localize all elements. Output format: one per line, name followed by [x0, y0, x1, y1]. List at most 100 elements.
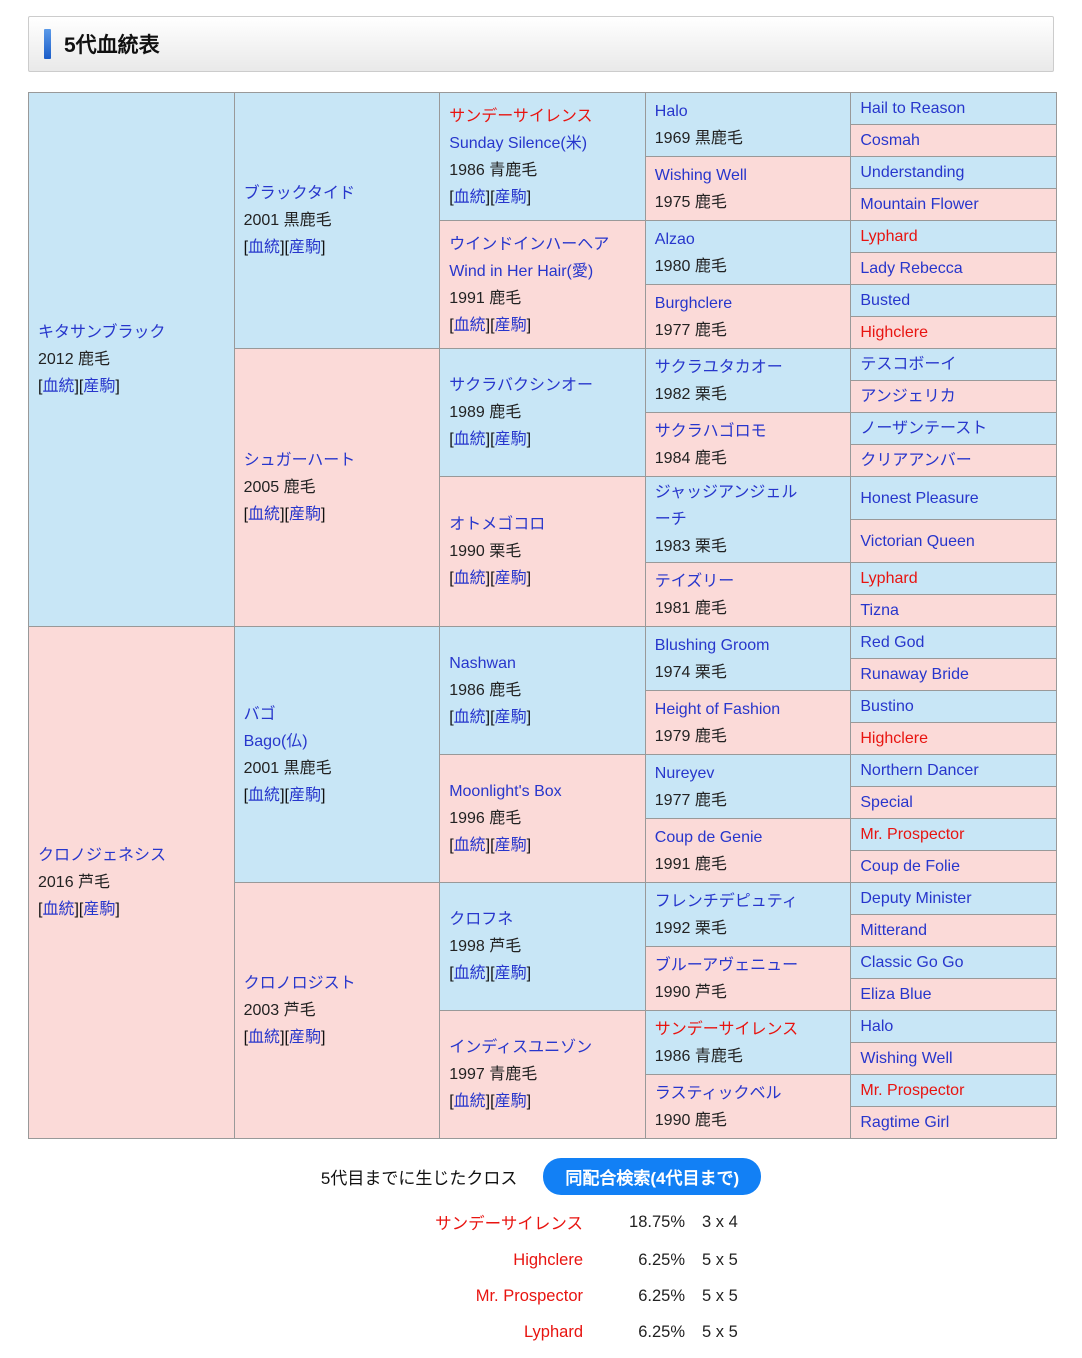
- horse-name-link[interactable]: Northern Dancer: [860, 762, 979, 779]
- offspring-link[interactable]: 産駒: [494, 1093, 527, 1110]
- horse-name-link[interactable]: Special: [860, 794, 913, 811]
- offspring-link[interactable]: 産駒: [494, 837, 527, 854]
- pedigree-link[interactable]: 血統: [453, 188, 486, 206]
- horse-name-link[interactable]: サクラバクシンオー: [449, 377, 594, 394]
- horse-name-link[interactable]: Eliza Blue: [860, 986, 932, 1003]
- offspring-link[interactable]: 産駒: [494, 570, 527, 587]
- horse-name-link[interactable]: クロノロジスト: [243, 975, 356, 992]
- offspring-link[interactable]: 産駒: [83, 901, 116, 918]
- horse-name-link[interactable]: Lady Rebecca: [860, 260, 963, 277]
- offspring-link[interactable]: 産駒: [494, 316, 527, 334]
- same-mating-search-button[interactable]: 同配合検索(4代目まで): [543, 1158, 762, 1195]
- horse-name-link[interactable]: ウインドインハーヘア: [449, 235, 610, 253]
- horse-name-link[interactable]: シュガーハート: [243, 452, 356, 469]
- horse-name-link[interactable]: バゴ: [243, 705, 276, 723]
- horse-name-link[interactable]: Cosmah: [860, 132, 920, 149]
- horse-name-link[interactable]: サクラハゴロモ: [654, 422, 767, 440]
- horse-name-link[interactable]: クロノジェネシス: [38, 847, 167, 864]
- horse-name-link[interactable]: インディスユニゾン: [449, 1039, 593, 1056]
- horse-name-link[interactable]: ブラックタイド: [243, 185, 355, 202]
- horse-name-link[interactable]: Lyphard: [860, 228, 918, 245]
- horse-name-link[interactable]: Mitterand: [860, 922, 928, 939]
- pedigree-link[interactable]: 血統: [453, 1093, 486, 1110]
- pedigree-link[interactable]: 血統: [248, 1029, 281, 1046]
- horse-name-link[interactable]: ブルーアヴェニュー: [654, 956, 799, 974]
- offspring-link[interactable]: 産駒: [288, 239, 321, 256]
- horse-name-link[interactable]: Nureyev: [654, 764, 715, 782]
- horse-name-link[interactable]: クリアアンバー: [860, 452, 972, 469]
- pedigree-cell: Honest Pleasure: [850, 476, 1057, 520]
- pedigree-link[interactable]: 血統: [42, 378, 75, 395]
- horse-name-en-link[interactable]: Wind in Her Hair(愛): [449, 262, 594, 280]
- offspring-link[interactable]: 産駒: [83, 378, 116, 395]
- horse-name-link[interactable]: Deputy Minister: [860, 890, 972, 907]
- horse-name-link[interactable]: フレンチデピュティ: [654, 892, 798, 910]
- horse-name-link[interactable]: Highclere: [860, 730, 928, 747]
- horse-name-en-link[interactable]: Sunday Silence(米): [449, 134, 588, 152]
- horse-name-link[interactable]: Height of Fashion: [654, 700, 781, 718]
- horse-name-link[interactable]: Understanding: [860, 164, 965, 181]
- pedigree-link[interactable]: 血統: [248, 786, 281, 804]
- pedigree-link[interactable]: 血統: [453, 709, 486, 726]
- horse-name-link[interactable]: ジャッジアンジェルーチ: [654, 484, 798, 528]
- horse-name-link[interactable]: サンデーサイレンス: [654, 1020, 799, 1038]
- horse-name-link[interactable]: Highclere: [860, 324, 928, 341]
- horse-name-link[interactable]: キタサンブラック: [38, 324, 166, 341]
- horse-year-coat: 1982 栗毛: [654, 385, 727, 403]
- offspring-link[interactable]: 産駒: [494, 965, 527, 982]
- horse-name-link[interactable]: Hail to Reason: [860, 100, 966, 117]
- pedigree-cell: Victorian Queen: [850, 519, 1057, 563]
- pedigree-cell: シュガーハート 2005 鹿毛 [血統][産駒]: [233, 348, 441, 627]
- horse-name-link[interactable]: Alzao: [654, 230, 695, 248]
- horse-name-link[interactable]: ラスティックベル: [654, 1084, 782, 1102]
- offspring-link[interactable]: 産駒: [288, 786, 321, 804]
- pedigree-link[interactable]: 血統: [453, 965, 486, 982]
- horse-name-link[interactable]: Wishing Well: [860, 1050, 953, 1067]
- horse-name-link[interactable]: Coup de Genie: [654, 828, 763, 846]
- pedigree-cell: Alzao 1980 鹿毛: [644, 220, 852, 285]
- bracket: [: [78, 378, 84, 395]
- horse-name-link[interactable]: テスコボーイ: [860, 356, 957, 373]
- horse-name-link[interactable]: Honest Pleasure: [860, 489, 979, 507]
- offspring-link[interactable]: 産駒: [494, 709, 527, 726]
- pedigree-link[interactable]: 血統: [453, 570, 486, 587]
- horse-name-link[interactable]: Halo: [860, 1018, 894, 1035]
- pedigree-link[interactable]: 血統: [248, 239, 281, 256]
- horse-name-link[interactable]: Mr. Prospector: [860, 826, 965, 843]
- offspring-link[interactable]: 産駒: [288, 506, 321, 523]
- horse-name-link[interactable]: Coup de Folie: [860, 858, 960, 875]
- horse-name-link[interactable]: Mountain Flower: [860, 196, 979, 213]
- horse-name-en-link[interactable]: Bago(仏): [243, 732, 308, 750]
- horse-name-link[interactable]: Halo: [654, 102, 688, 120]
- horse-name-link[interactable]: Blushing Groom: [654, 636, 770, 654]
- horse-name-link[interactable]: Busted: [860, 292, 911, 309]
- horse-name-link[interactable]: Wishing Well: [654, 166, 747, 184]
- pedigree-link[interactable]: 血統: [42, 901, 75, 918]
- pedigree-link[interactable]: 血統: [453, 431, 486, 448]
- horse-name-link[interactable]: オトメゴコロ: [449, 516, 546, 533]
- offspring-link[interactable]: 産駒: [288, 1029, 321, 1046]
- horse-name-link[interactable]: クロフネ: [449, 911, 514, 928]
- horse-name-link[interactable]: Moonlight's Box: [449, 783, 562, 800]
- horse-name-link[interactable]: サンデーサイレンス: [449, 107, 593, 125]
- horse-name-link[interactable]: Burghclere: [654, 294, 733, 312]
- offspring-link[interactable]: 産駒: [494, 431, 527, 448]
- horse-name-link[interactable]: テイズリー: [654, 572, 735, 590]
- horse-name-link[interactable]: ノーザンテースト: [860, 420, 988, 437]
- horse-name-link[interactable]: Lyphard: [860, 570, 918, 587]
- horse-name-link[interactable]: Runaway Bride: [860, 666, 969, 683]
- pedigree-link[interactable]: 血統: [453, 837, 486, 854]
- horse-name-link[interactable]: アンジェリカ: [860, 388, 956, 405]
- horse-name-link[interactable]: Nashwan: [449, 655, 516, 672]
- horse-name-link[interactable]: Bustino: [860, 698, 914, 715]
- pedigree-link[interactable]: 血統: [453, 316, 486, 334]
- horse-name-link[interactable]: Ragtime Girl: [860, 1114, 950, 1131]
- horse-name-link[interactable]: Tizna: [860, 602, 899, 619]
- offspring-link[interactable]: 産駒: [494, 188, 527, 206]
- horse-name-link[interactable]: Classic Go Go: [860, 954, 964, 971]
- horse-name-link[interactable]: Mr. Prospector: [860, 1082, 965, 1099]
- horse-name-link[interactable]: サクラユタカオー: [654, 358, 783, 376]
- pedigree-link[interactable]: 血統: [248, 506, 281, 523]
- horse-name-link[interactable]: Victorian Queen: [860, 532, 975, 550]
- horse-name-link[interactable]: Red God: [860, 634, 925, 651]
